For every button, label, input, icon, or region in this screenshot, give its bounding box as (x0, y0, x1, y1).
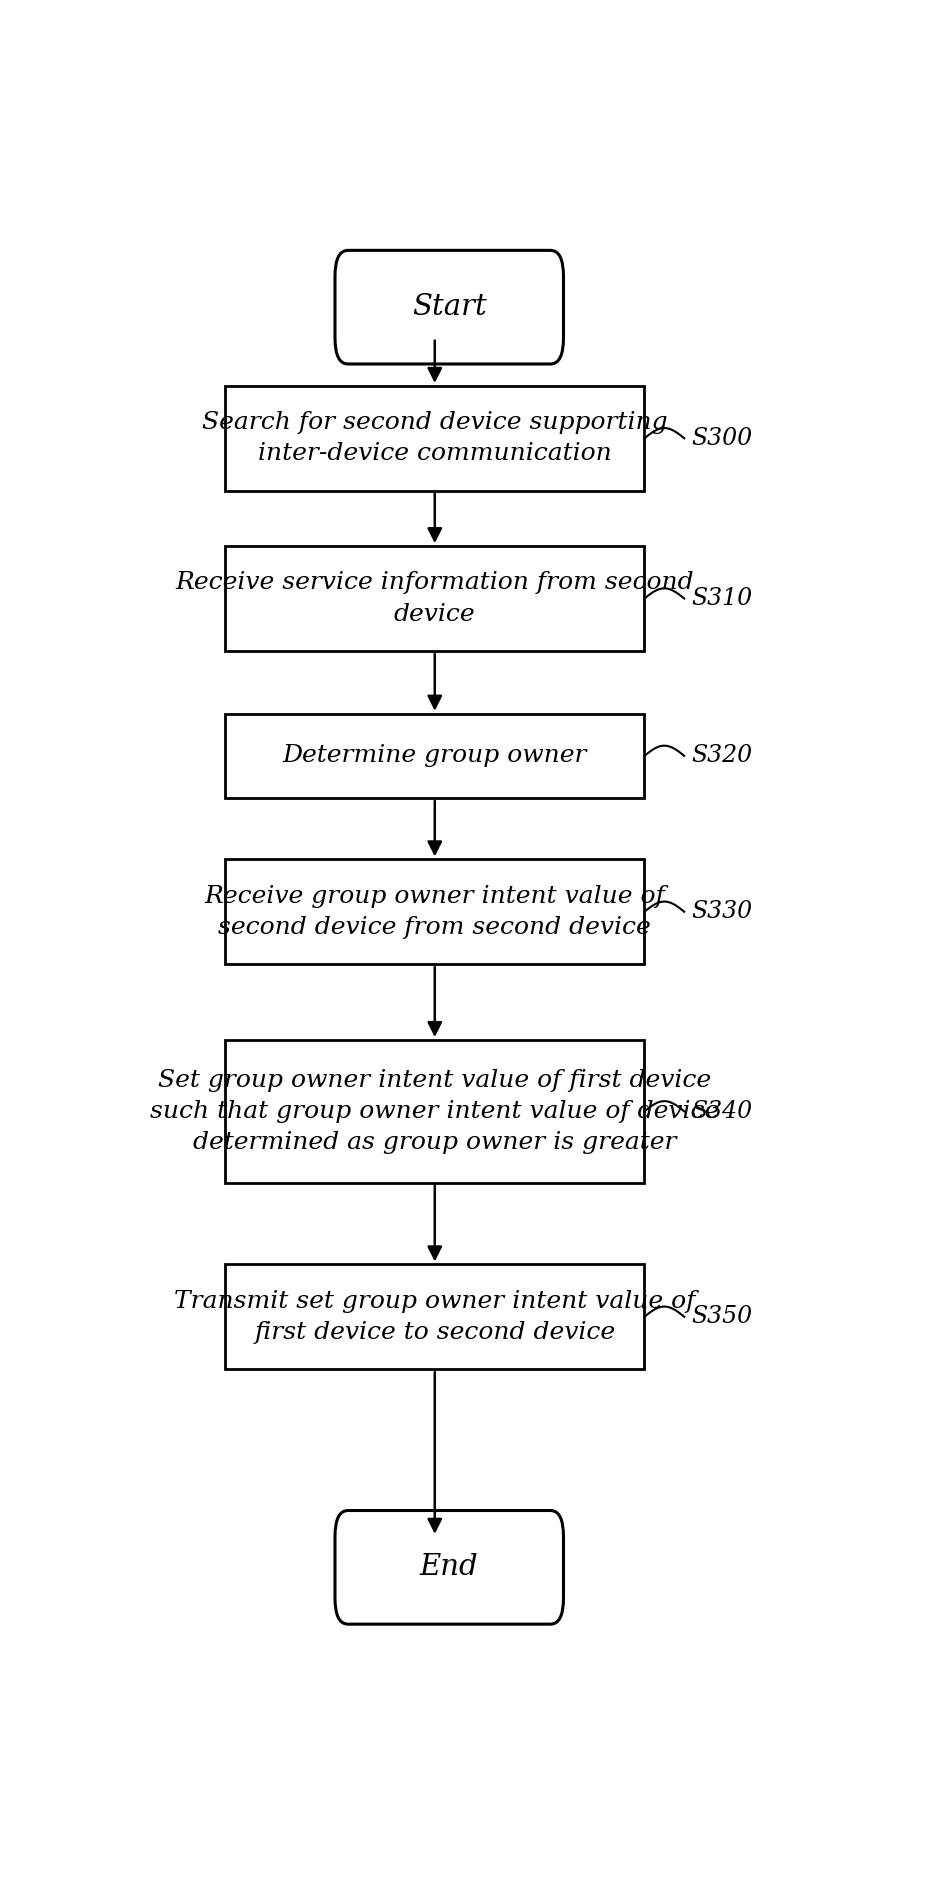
Text: S310: S310 (691, 587, 753, 609)
Text: S320: S320 (691, 744, 753, 768)
Text: S340: S340 (691, 1099, 753, 1122)
FancyBboxPatch shape (335, 250, 564, 363)
Text: Receive group owner intent value of
second device from second device: Receive group owner intent value of seco… (204, 885, 665, 938)
Bar (225, 386, 645, 490)
Text: S330: S330 (691, 901, 753, 923)
Text: Receive service information from second
device: Receive service information from second … (175, 571, 694, 626)
Text: Determine group owner: Determine group owner (283, 744, 587, 768)
Text: Search for second device supporting
inter-device communication: Search for second device supporting inte… (202, 411, 668, 465)
Bar (225, 1264, 645, 1370)
Bar (225, 1041, 645, 1182)
Bar (225, 859, 645, 965)
Bar (225, 547, 645, 651)
Text: S300: S300 (691, 428, 753, 450)
Text: Transmit set group owner intent value of
first device to second device: Transmit set group owner intent value of… (174, 1290, 695, 1343)
Bar (225, 713, 645, 798)
Text: Set group owner intent value of first device
such that group owner intent value : Set group owner intent value of first de… (150, 1069, 719, 1154)
Text: S350: S350 (691, 1305, 753, 1328)
FancyBboxPatch shape (335, 1510, 564, 1623)
Text: End: End (420, 1553, 479, 1582)
Text: Start: Start (411, 293, 487, 322)
